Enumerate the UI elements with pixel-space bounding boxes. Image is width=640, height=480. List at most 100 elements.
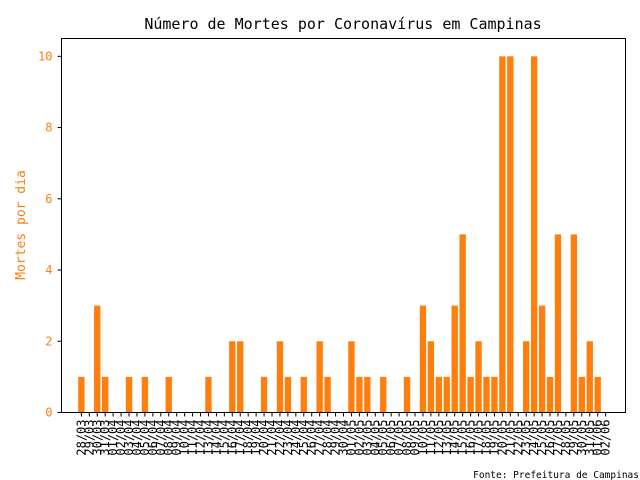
x-tick-label: 12/05 [432, 420, 446, 456]
bar-10/05 [419, 305, 427, 413]
bar-03/04 [125, 376, 133, 413]
x-tick-label: 19/05 [487, 420, 501, 456]
bar-16/05 [467, 376, 474, 413]
bar-23/04 [284, 376, 292, 413]
x-tick-label: 11/04 [186, 420, 200, 456]
bar-08/04 [165, 376, 172, 413]
x-tick-label: 23/05 [519, 420, 533, 456]
bar-28/04 [324, 376, 331, 413]
x-tick-label: 16/04 [225, 420, 239, 456]
x-tick-label: 06/04 [146, 420, 160, 456]
x-tick-label: 30/03 [90, 420, 104, 456]
x-tick-label: 19/04 [249, 420, 263, 456]
bar-14/05 [451, 305, 458, 413]
x-tick-label: 16/05 [464, 420, 478, 456]
x-tick-label: 10/05 [416, 420, 430, 456]
bar-21/05 [507, 56, 514, 413]
y-tick-label: 0 [45, 406, 52, 420]
x-tick-label: 20/04 [257, 420, 271, 456]
bar-01/05 [348, 341, 355, 413]
x-axis: 28/0329/0330/0331/0301/0402/0403/0404/04… [74, 412, 613, 456]
bar-30/03 [94, 305, 101, 413]
y-axis: 0 2 4 6 8 10 [38, 49, 62, 420]
x-tick-label: 05/04 [138, 420, 152, 456]
x-tick-label: 05/05 [376, 420, 390, 456]
x-tick-label: 15/05 [456, 420, 470, 456]
bar-25/05 [538, 305, 546, 413]
x-tick-label: 02/06 [599, 420, 613, 456]
x-tick-label: 30/05 [575, 420, 589, 456]
x-tick-label: 09/05 [408, 420, 422, 456]
x-tick-label: 27/04 [313, 420, 327, 456]
x-tick-label: 31/05 [583, 420, 597, 456]
x-tick-label: 21/04 [265, 420, 279, 456]
y-axis-label: Mortes por dia [14, 170, 29, 280]
bars-group [78, 56, 601, 413]
x-tick-label: 25/04 [297, 420, 311, 456]
bar-12/05 [435, 376, 442, 413]
bar-01/06 [594, 376, 601, 413]
bar-18/05 [483, 376, 490, 413]
bar-11/05 [427, 341, 435, 413]
bar-16/04 [229, 341, 236, 413]
source-note: Fonte: Prefeitura de Campinas [473, 470, 639, 480]
bar-24/05 [530, 56, 538, 413]
x-tick-label: 11/05 [424, 420, 438, 456]
x-tick-label: 14/05 [448, 420, 462, 456]
bar-13/05 [443, 376, 450, 413]
x-tick-label: 01/04 [106, 420, 120, 456]
bar-27/04 [316, 341, 323, 413]
x-tick-label: 26/05 [543, 420, 557, 456]
bar-02/05 [356, 376, 363, 413]
x-tick-label: 20/05 [495, 420, 509, 456]
bar-31/05 [586, 341, 593, 413]
x-tick-label: 03/04 [122, 420, 136, 456]
x-tick-label: 28/03 [74, 420, 88, 456]
x-tick-label: 18/05 [479, 420, 493, 456]
x-tick-label: 28/05 [559, 420, 573, 456]
x-tick-label: 25/05 [535, 420, 549, 456]
x-tick-label: 28/04 [321, 420, 335, 456]
x-tick-label: 08/05 [400, 420, 414, 456]
bar-17/04 [237, 341, 244, 413]
x-tick-label: 04/04 [130, 420, 144, 456]
y-tick-label: 2 [45, 334, 52, 348]
x-tick-label: 10/04 [178, 420, 192, 456]
x-tick-label: 02/04 [114, 420, 128, 456]
x-tick-label: 01/05 [344, 420, 358, 456]
x-tick-label: 21/05 [503, 420, 517, 456]
x-tick-label: 22/04 [273, 420, 287, 456]
bar-03/05 [364, 376, 371, 413]
x-tick-label: 24/05 [527, 420, 541, 456]
x-tick-label: 07/04 [154, 420, 168, 456]
x-tick-label: 17/04 [233, 420, 247, 456]
bar-30/05 [578, 376, 585, 413]
bar-23/05 [523, 341, 530, 413]
chart-title: Número de Mortes por Coronavírus em Camp… [144, 15, 541, 33]
bar-27/05 [554, 234, 562, 413]
bar-20/04 [260, 376, 268, 413]
bar-08/05 [403, 376, 411, 413]
x-tick-label: 17/05 [472, 420, 486, 456]
x-tick-label: 01/06 [591, 420, 605, 456]
x-tick-label: 03/05 [360, 420, 374, 456]
bar-26/05 [546, 376, 554, 413]
bar-31/03 [102, 376, 109, 413]
x-tick-label: 27/05 [551, 420, 565, 456]
x-tick-label: 07/05 [392, 420, 406, 456]
bar-19/05 [491, 376, 498, 413]
y-tick-label: 6 [45, 192, 52, 206]
x-tick-label: 12/04 [194, 420, 208, 456]
x-tick-label: 31/03 [98, 420, 112, 456]
x-tick-label: 13/05 [440, 420, 454, 456]
bar-17/05 [475, 341, 482, 413]
bar-20/05 [499, 56, 506, 413]
x-tick-label: 02/05 [352, 420, 366, 456]
y-tick-label: 8 [45, 121, 52, 135]
bar-13/04 [205, 376, 212, 413]
bar-28/03 [78, 376, 85, 413]
x-tick-label: 14/04 [209, 420, 223, 456]
bar-25/04 [300, 376, 307, 413]
x-tick-label: 22/05 [511, 420, 525, 456]
